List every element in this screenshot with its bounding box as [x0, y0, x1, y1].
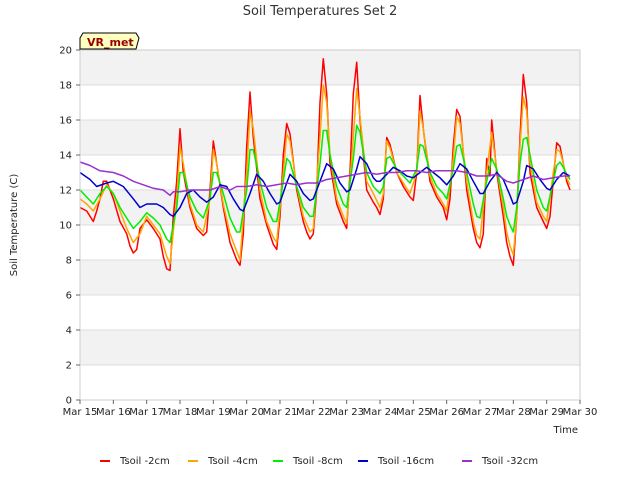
- legend-label-tsoil-2cm: Tsoil -2cm: [119, 456, 170, 467]
- x-tick-label: Mar 21: [263, 407, 298, 418]
- x-tick-label: Mar 18: [163, 407, 198, 418]
- station-label: VR_met: [87, 36, 134, 49]
- legend-label-tsoil-16cm: Tsoil -16cm: [377, 456, 434, 467]
- series-line-tsoil-32cm: [79, 161, 570, 197]
- series-line-tsoil-4cm: [79, 84, 571, 265]
- chart-title: Soil Temperatures Set 2: [243, 4, 398, 19]
- x-tick-label: Mar 30: [563, 407, 598, 418]
- y-tick-label: 2: [66, 361, 72, 372]
- plot-band: [80, 330, 580, 365]
- x-axis-title: Time: [553, 425, 578, 436]
- legend-label-tsoil-8cm: Tsoil -8cm: [292, 456, 343, 467]
- y-tick-label: 12: [59, 186, 72, 197]
- y-tick-label: 4: [66, 326, 72, 337]
- x-tick-label: Mar 23: [329, 407, 364, 418]
- x-tick-label: Mar 25: [396, 407, 431, 418]
- series-line-tsoil-2cm: [79, 58, 571, 272]
- x-tick-label: Mar 26: [429, 407, 464, 418]
- x-tick-label: Mar 19: [196, 407, 231, 418]
- series-line-tsoil-16cm: [79, 155, 571, 218]
- x-tick-label: Mar 22: [296, 407, 331, 418]
- plot-band: [80, 260, 580, 295]
- y-tick-label: 6: [66, 291, 72, 302]
- series-line-tsoil-8cm: [79, 124, 571, 244]
- y-tick-label: 10: [59, 221, 72, 232]
- x-tick-label: Mar 15: [63, 407, 98, 418]
- y-tick-label: 18: [59, 81, 72, 92]
- station-label-box: VR_met: [79, 32, 140, 50]
- y-tick-label: 8: [66, 256, 72, 267]
- x-tick-label: Mar 20: [229, 407, 264, 418]
- x-tick-label: Mar 16: [96, 407, 131, 418]
- legend-label-tsoil-4cm: Tsoil -4cm: [207, 456, 258, 467]
- y-tick-label: 14: [59, 151, 72, 162]
- series-group: [79, 58, 571, 272]
- legend: Tsoil -2cm Tsoil -4cm Tsoil -8cm Tsoil -16c…: [100, 456, 538, 467]
- legend-label-tsoil-32cm: Tsoil -32cm: [481, 456, 538, 467]
- y-tick-label: 16: [59, 116, 72, 127]
- y-tick-label: 20: [59, 46, 72, 57]
- x-tick-label: Mar 28: [496, 407, 531, 418]
- y-tick-label: 0: [66, 396, 72, 407]
- y-axis-title: Soil Temperature (C): [9, 174, 20, 277]
- x-tick-label: Mar 27: [463, 407, 498, 418]
- x-tick-label: Mar 24: [363, 407, 398, 418]
- plot-band: [80, 50, 580, 85]
- x-tick-label: Mar 17: [129, 407, 164, 418]
- x-tick-label: Mar 29: [529, 407, 564, 418]
